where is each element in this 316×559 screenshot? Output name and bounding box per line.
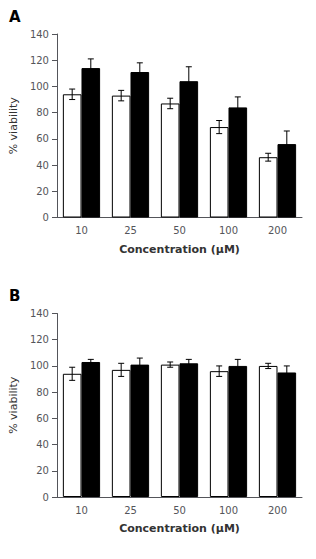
svg-text:10: 10 (75, 505, 88, 516)
svg-text:B: B (9, 287, 20, 305)
svg-text:40: 40 (36, 160, 49, 171)
svg-text:25: 25 (124, 505, 137, 516)
svg-text:% viability: % viability (7, 97, 20, 155)
svg-text:40: 40 (36, 439, 49, 450)
svg-text:0: 0 (43, 212, 49, 223)
svg-text:80: 80 (36, 387, 49, 398)
svg-text:100: 100 (30, 360, 49, 371)
svg-text:50: 50 (173, 505, 186, 516)
svg-text:20: 20 (36, 465, 49, 476)
svg-text:25: 25 (124, 225, 137, 236)
svg-text:A: A (9, 8, 21, 26)
svg-text:Concentration (μM): Concentration (μM) (119, 243, 240, 256)
svg-text:10: 10 (75, 225, 88, 236)
svg-text:60: 60 (36, 133, 49, 144)
svg-text:50: 50 (173, 225, 186, 236)
svg-text:20: 20 (36, 186, 49, 197)
svg-text:120: 120 (30, 334, 49, 345)
svg-text:140: 140 (30, 29, 49, 40)
svg-text:% viability: % viability (7, 376, 20, 434)
svg-text:200: 200 (268, 225, 287, 236)
svg-text:100: 100 (219, 505, 238, 516)
svg-text:0: 0 (43, 492, 49, 503)
svg-text:80: 80 (36, 107, 49, 118)
svg-text:100: 100 (30, 81, 49, 92)
svg-text:Concentration (μM): Concentration (μM) (119, 522, 240, 535)
svg-text:60: 60 (36, 413, 49, 424)
svg-text:140: 140 (30, 308, 49, 319)
svg-text:200: 200 (268, 505, 287, 516)
svg-text:100: 100 (219, 225, 238, 236)
svg-text:120: 120 (30, 55, 49, 66)
